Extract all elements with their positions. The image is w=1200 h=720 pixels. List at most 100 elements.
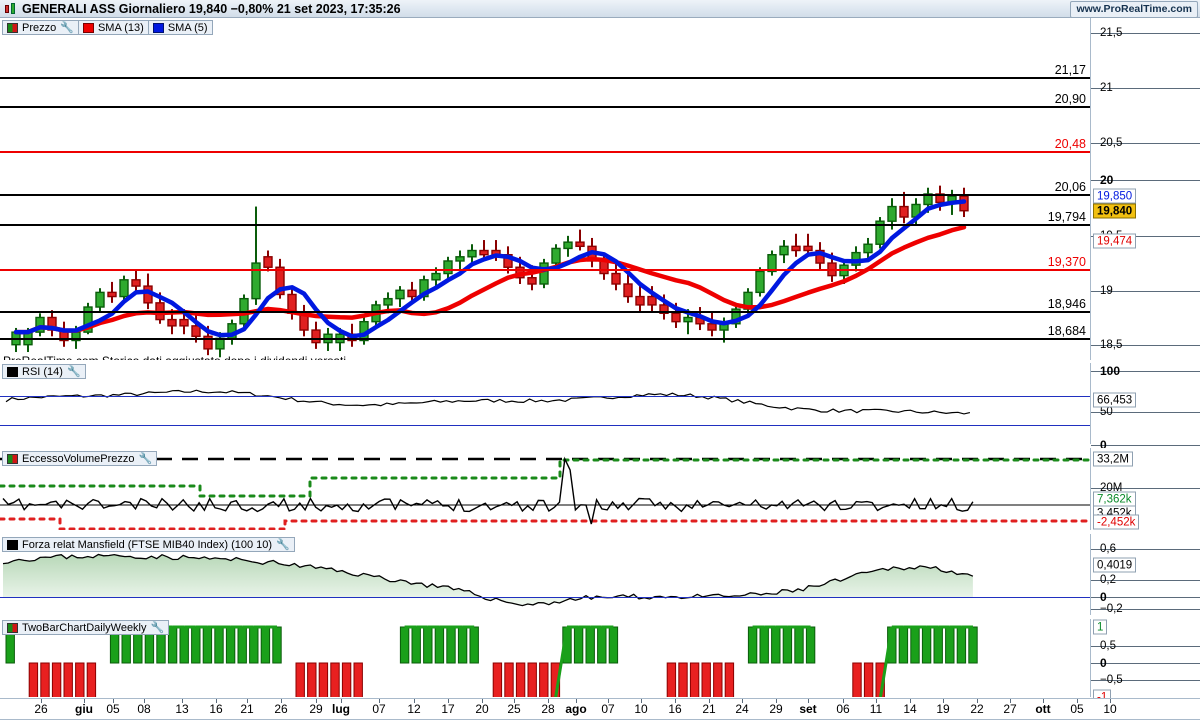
- time-axis-label: 16: [209, 702, 223, 716]
- rsi-axis[interactable]: 100 50 0 66,453: [1090, 363, 1200, 452]
- time-axis-label: 07: [601, 702, 615, 716]
- time-tick: [341, 699, 342, 703]
- time-axis-label: 28: [541, 702, 555, 716]
- excess-volume-plot[interactable]: [0, 448, 1090, 530]
- time-tick: [576, 699, 577, 703]
- time-tick: [808, 699, 809, 703]
- wrench-icon[interactable]: 🔧: [138, 453, 153, 465]
- time-tick: [548, 699, 549, 703]
- rsi-upper-band: [0, 396, 1090, 397]
- axis-tick-label: 100: [1100, 364, 1121, 378]
- time-tick: [1043, 699, 1044, 703]
- time-tick: [113, 699, 114, 703]
- time-tick: [247, 699, 248, 703]
- legend-item-sma5[interactable]: SMA (5): [147, 20, 213, 35]
- candlestick-series: [11, 185, 969, 358]
- legend-label: RSI (14): [22, 365, 63, 378]
- mansfield-axis[interactable]: 0,6 0,2 0 −0,2 0,4019: [1090, 534, 1200, 615]
- legend-item-rsi[interactable]: RSI (14) 🔧: [2, 364, 86, 379]
- price-level-line: [0, 194, 1090, 196]
- time-tick: [482, 699, 483, 703]
- time-tick: [316, 699, 317, 703]
- rsi-lower-band: [0, 425, 1090, 426]
- time-tick: [1077, 699, 1078, 703]
- price-level-line: [0, 77, 1090, 79]
- time-axis-label: 26: [274, 702, 288, 716]
- time-axis-label: set: [799, 702, 817, 716]
- price-level-line: [0, 151, 1090, 153]
- price-level-label: 20,06: [1052, 180, 1088, 194]
- wrench-icon[interactable]: 🔧: [276, 539, 290, 551]
- mansfield-series: [2, 553, 974, 607]
- time-axis-label: 22: [970, 702, 984, 716]
- axis-tick-label: 0: [1100, 590, 1107, 604]
- axis-tick-label: 20,5: [1100, 137, 1123, 149]
- legend-label: Prezzo: [22, 21, 57, 34]
- time-axis-label: 07: [372, 702, 386, 716]
- time-axis-label: 11: [869, 702, 883, 716]
- wrench-icon[interactable]: 🔧: [66, 366, 81, 378]
- time-axis-label: 08: [137, 702, 151, 716]
- excess-volume-series: [0, 456, 1090, 530]
- price-level-label: 20,48: [1052, 137, 1088, 151]
- time-tick: [943, 699, 944, 703]
- time-tick: [910, 699, 911, 703]
- axis-tick-label: 21,5: [1100, 27, 1123, 39]
- twobar-axis[interactable]: 0,5 0 −0,5 1 -1: [1090, 619, 1200, 705]
- time-tick: [414, 699, 415, 703]
- axis-tick-label: 20M: [1100, 482, 1123, 494]
- time-tick: [182, 699, 183, 703]
- time-axis-label: 27: [1003, 702, 1017, 716]
- time-axis-label: 05: [106, 702, 120, 716]
- legend-label: TwoBarChartDailyWeekly: [22, 621, 147, 634]
- axis-tick-label: 0: [1100, 438, 1107, 452]
- legend-item-eccessovolumeprezzo[interactable]: EccessoVolumePrezzo 🔧: [2, 451, 158, 466]
- wrench-icon[interactable]: 🔧: [60, 22, 74, 34]
- price-level-label: 20,90: [1052, 92, 1088, 106]
- twobar-upper-label: 1: [1093, 619, 1108, 635]
- price-swatch-icon: [7, 22, 18, 33]
- time-tick: [742, 699, 743, 703]
- legend-item-twobarchart[interactable]: TwoBarChartDailyWeekly 🔧: [2, 620, 170, 635]
- price-axis[interactable]: 21,5 21 20,5 20 19,5 19 18,5 19,850 19,8…: [1090, 18, 1200, 360]
- excess-volume-axis[interactable]: 20M 33,2M 7,362k 3,452k -2,452k: [1090, 448, 1200, 530]
- axis-tick-label: 0: [1100, 656, 1107, 670]
- twobar-plot[interactable]: [0, 619, 1090, 697]
- time-axis-label: 21: [240, 702, 254, 716]
- price-plot[interactable]: 21,17 20,90 20,48 20,06 19,794 19,370 18…: [0, 18, 1090, 360]
- twobar-swatch-icon: [7, 622, 18, 633]
- price-level-label: 19,370: [1045, 255, 1088, 269]
- time-axis-label: 06: [836, 702, 850, 716]
- time-axis-label: 10: [634, 702, 648, 716]
- price-level-label: 21,17: [1052, 63, 1088, 77]
- time-axis-label: 20: [475, 702, 489, 716]
- mansfield-swatch-icon: [7, 539, 18, 550]
- rsi-plot[interactable]: [0, 363, 1090, 444]
- legend-item-sma13[interactable]: SMA (13): [77, 20, 149, 35]
- axis-tick-label: 0,6: [1100, 543, 1116, 555]
- mansfield-zero-line: [0, 597, 1090, 598]
- excess-volume-peak-label: 33,2M: [1093, 451, 1133, 467]
- time-tick: [41, 699, 42, 703]
- time-tick: [216, 699, 217, 703]
- legend-label: SMA (5): [167, 21, 208, 34]
- time-axis[interactable]: 26 giu 05 08 13 16 21 26 29 lug 07 12 17 20 25 28 ago 07 1…: [0, 698, 1200, 720]
- time-axis-label: 26: [34, 702, 48, 716]
- price-level-label: 18,684: [1045, 324, 1088, 338]
- wrench-icon[interactable]: 🔧: [150, 622, 165, 634]
- price-level-line: [0, 224, 1090, 226]
- mansfield-plot[interactable]: [0, 534, 1090, 615]
- excess-volume-legend: EccessoVolumePrezzo 🔧: [2, 451, 158, 466]
- time-tick: [1110, 699, 1111, 703]
- legend-item-prezzo[interactable]: Prezzo 🔧: [2, 20, 79, 35]
- time-axis-label: 16: [668, 702, 682, 716]
- time-axis-label: 13: [175, 702, 189, 716]
- legend-item-mansfield[interactable]: Forza relat Mansfield (FTSE MIB40 Index)…: [2, 537, 295, 552]
- twobar-legend: TwoBarChartDailyWeekly 🔧: [2, 620, 170, 635]
- price-level-line: [0, 311, 1090, 313]
- sma13-swatch-icon: [82, 22, 94, 33]
- title-bar: GENERALI ASS Giornaliero 19,840 −0,80% 2…: [0, 0, 1200, 18]
- disclaimer-text: ProRealTime.com Storico dati aggiustato …: [3, 354, 346, 360]
- price-level-line: [0, 269, 1090, 271]
